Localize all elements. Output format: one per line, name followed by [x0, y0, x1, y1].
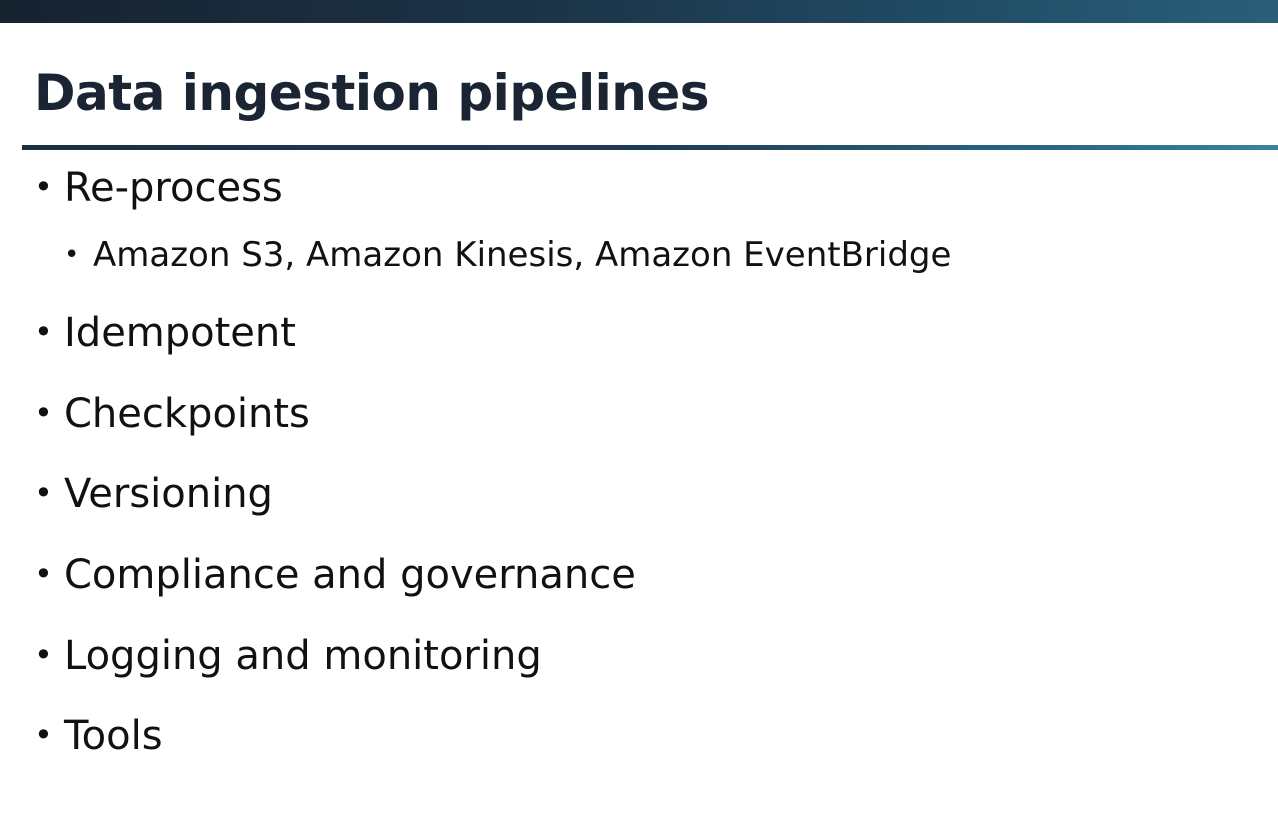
- bullet-text: Tools: [64, 713, 163, 759]
- bullet-item-compliance: • Compliance and governance: [34, 550, 636, 599]
- title-divider: [22, 145, 1278, 150]
- bullet-text: Amazon S3, Amazon Kinesis, Amazon EventB…: [93, 235, 952, 275]
- bullet-text: Compliance and governance: [64, 552, 636, 598]
- bullet-text: Logging and monitoring: [64, 633, 542, 679]
- bullet-item-tools: • Tools: [34, 711, 163, 760]
- bullet-dot-icon: •: [34, 636, 53, 674]
- bullet-dot-icon: •: [34, 555, 53, 593]
- bullet-text: Versioning: [64, 471, 273, 517]
- bullet-item-logging: • Logging and monitoring: [34, 631, 542, 680]
- bullet-dot-icon: •: [34, 474, 53, 512]
- slide-title: Data ingestion pipelines: [34, 64, 710, 122]
- bullet-item-idempotent: • Idempotent: [34, 308, 296, 357]
- bullet-item-checkpoints: • Checkpoints: [34, 389, 310, 438]
- bullet-text: Re-process: [64, 165, 283, 211]
- bullet-dot-icon: •: [34, 394, 53, 432]
- bullet-dot-icon: •: [34, 716, 53, 754]
- sub-bullet-item-services: • Amazon S3, Amazon Kinesis, Amazon Event…: [64, 235, 951, 275]
- bullet-item-reprocess: • Re-process: [34, 163, 283, 212]
- bullet-item-versioning: • Versioning: [34, 469, 273, 518]
- header-bar: [0, 0, 1278, 23]
- bullet-dot-icon: •: [34, 168, 53, 206]
- bullet-dot-icon: •: [34, 313, 53, 351]
- bullet-dot-icon: •: [64, 240, 80, 270]
- bullet-text: Idempotent: [64, 310, 296, 356]
- bullet-text: Checkpoints: [64, 391, 310, 437]
